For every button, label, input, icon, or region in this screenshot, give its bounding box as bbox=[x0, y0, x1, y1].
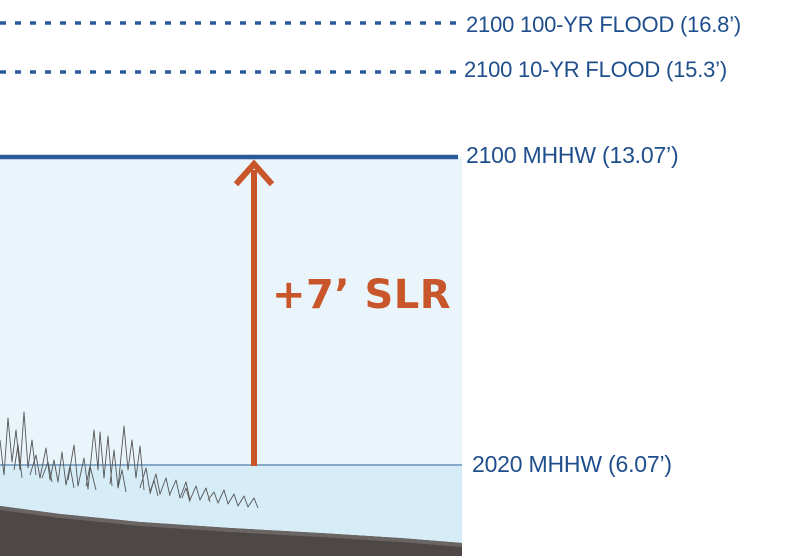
mhhw-2020-label: 2020 MHHW (6.07’) bbox=[472, 451, 672, 477]
future-water-area bbox=[0, 157, 462, 467]
up-arrow-icon bbox=[233, 159, 275, 187]
ground-highlight bbox=[0, 506, 462, 547]
slr-label: +7’ SLR bbox=[272, 272, 452, 318]
marsh-grass-icon bbox=[0, 411, 259, 509]
flood-10yr-label: 2100 10-YR FLOOD (15.3’) bbox=[464, 57, 727, 82]
flood-100yr-label: 2100 100-YR FLOOD (16.8’) bbox=[466, 12, 742, 37]
mhhw-2100-label: 2100 MHHW (13.07’) bbox=[466, 142, 679, 168]
